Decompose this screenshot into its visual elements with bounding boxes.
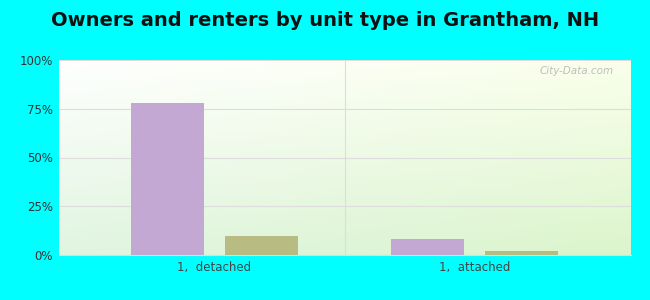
Text: City-Data.com: City-Data.com bbox=[540, 66, 614, 76]
Bar bbox=[485, 251, 558, 255]
Bar bbox=[391, 239, 464, 255]
Text: Owners and renters by unit type in Grantham, NH: Owners and renters by unit type in Grant… bbox=[51, 11, 599, 29]
Bar bbox=[225, 236, 298, 255]
Bar bbox=[131, 103, 204, 255]
